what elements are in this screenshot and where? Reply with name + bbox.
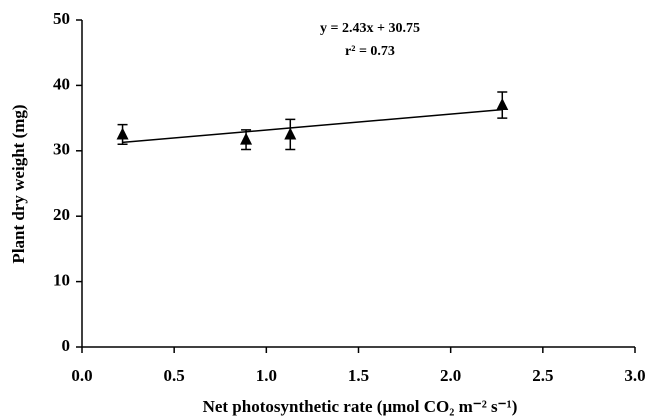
y-axis-label: Plant dry weight (mg) [9,104,28,263]
marker [496,98,509,111]
marker [284,127,297,140]
y-tick-label: 0 [62,336,71,355]
marker [116,127,129,140]
trend-line [122,108,503,144]
x-tick-label: 2.5 [532,366,553,385]
fit-r2: r² = 0.73 [345,44,395,59]
x-tick-label: 3.0 [624,366,645,385]
x-tick-label: 0.0 [71,366,92,385]
y-tick-label: 30 [53,140,70,159]
x-tick-label: 1.0 [256,366,277,385]
y-tick-label: 50 [53,9,70,28]
y-tick-label: 40 [53,74,70,93]
x-tick-label: 2.0 [440,366,461,385]
x-tick-label: 1.5 [348,366,369,385]
x-axis-label: Net photosynthetic rate (μmol CO₂ m⁻² s⁻… [203,397,518,416]
x-tick-label: 0.5 [164,366,185,385]
y-tick-label: 20 [53,205,70,224]
y-tick-label: 10 [53,271,70,290]
fit-equation: y = 2.43x + 30.75 [320,21,420,36]
marker [240,132,253,145]
